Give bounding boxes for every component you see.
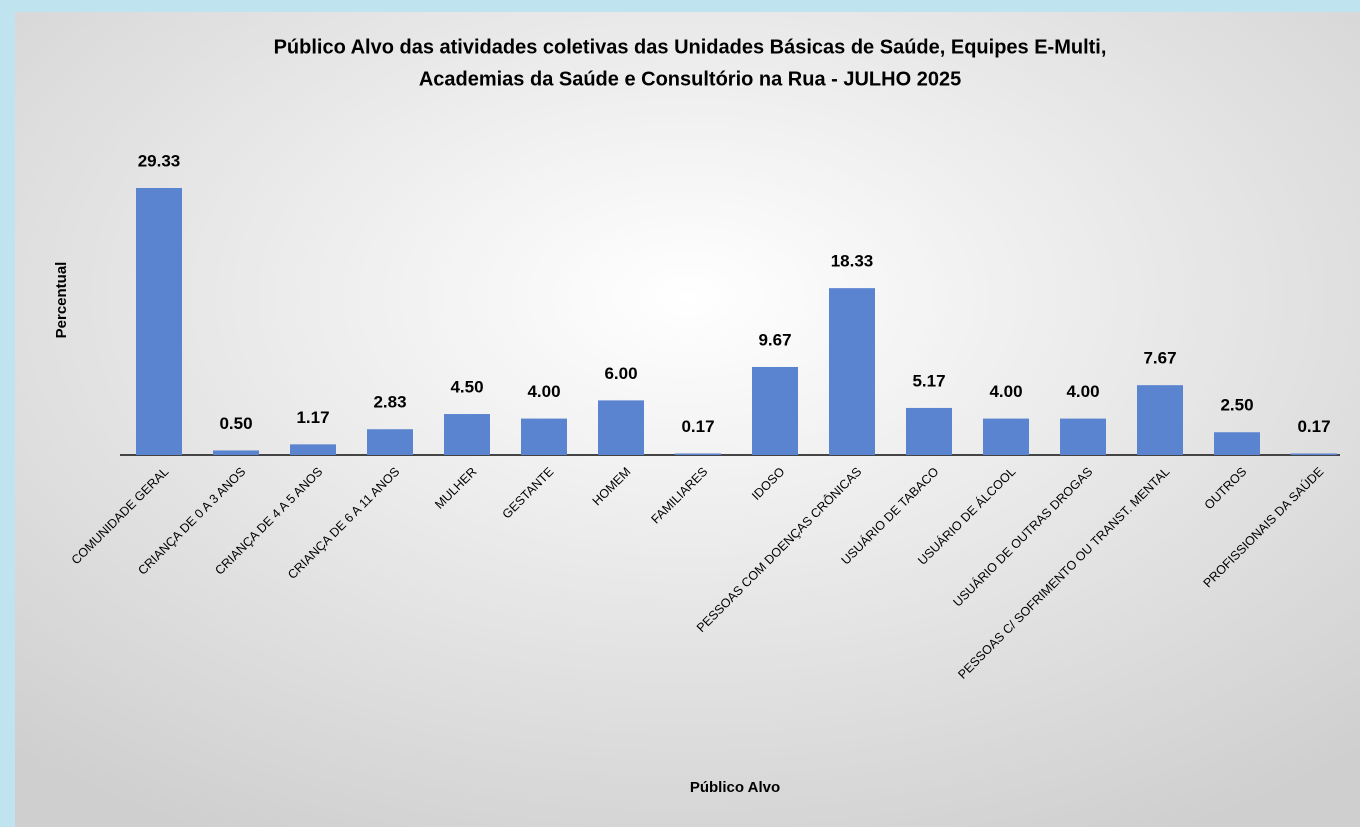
- bar: [213, 450, 259, 455]
- bar: [829, 288, 875, 455]
- bar: [521, 418, 567, 455]
- data-label: 2.83: [373, 393, 406, 412]
- data-label: 4.00: [1066, 382, 1099, 401]
- data-label: 0.17: [1297, 417, 1330, 436]
- data-label: 4.50: [450, 378, 483, 397]
- bar: [1137, 385, 1183, 455]
- chart-title: Público Alvo das atividades coletivas da…: [274, 36, 1107, 58]
- bar: [752, 366, 798, 455]
- bar: [444, 414, 490, 455]
- y-axis-title: Percentual: [53, 262, 70, 339]
- data-label: 0.17: [681, 417, 714, 436]
- bar: [1060, 418, 1106, 455]
- data-label: 9.67: [758, 330, 791, 349]
- data-label: 2.50: [1220, 396, 1253, 415]
- bar: [983, 418, 1029, 455]
- data-label: 0.50: [219, 414, 252, 433]
- bar: [1214, 432, 1260, 455]
- chart-area: [15, 12, 1360, 827]
- bar: [290, 444, 336, 455]
- bar: [367, 429, 413, 455]
- data-label: 4.00: [527, 382, 560, 401]
- data-label: 6.00: [604, 364, 637, 383]
- data-label: 1.17: [296, 408, 329, 427]
- bar: [136, 188, 182, 455]
- bar: [675, 453, 721, 455]
- x-axis-title: Público Alvo: [690, 779, 780, 796]
- data-label: 5.17: [912, 371, 945, 390]
- bar: [598, 400, 644, 455]
- data-label: 29.33: [138, 151, 181, 170]
- data-label: 4.00: [989, 382, 1022, 401]
- chart-title: Academias da Saúde e Consultório na Rua …: [419, 68, 961, 90]
- data-label: 18.33: [831, 252, 874, 271]
- bar: [1291, 453, 1337, 455]
- data-label: 7.67: [1143, 349, 1176, 368]
- bar: [906, 407, 952, 455]
